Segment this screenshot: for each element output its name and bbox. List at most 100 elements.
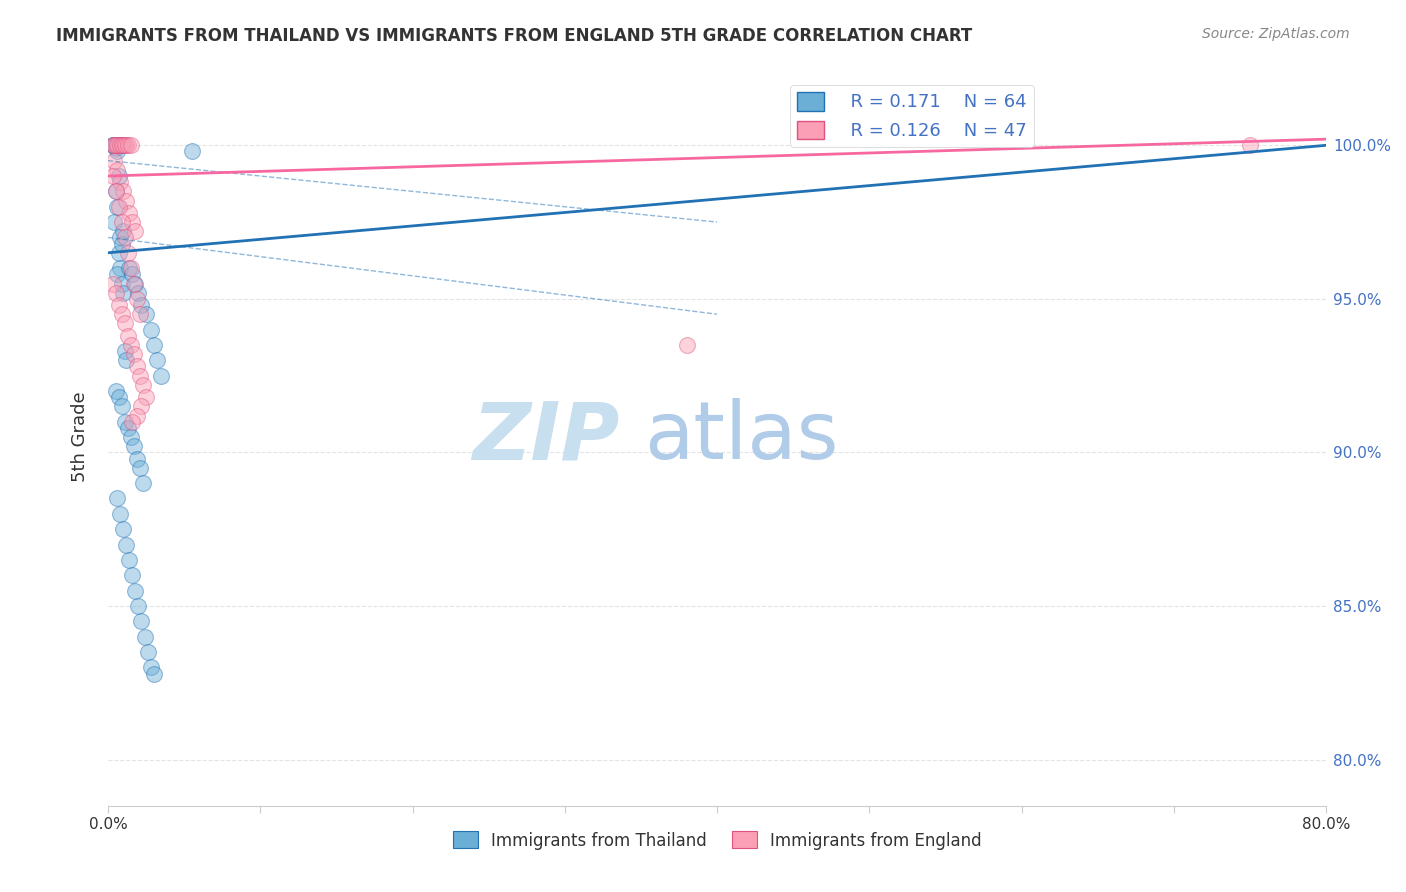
Point [105, 267, 128, 281]
Point [107, 298, 129, 312]
Point [115, 138, 138, 153]
Point [105, 138, 128, 153]
Point [108, 138, 131, 153]
Point [135, 307, 157, 321]
Point [111, 277, 134, 291]
Point [115, 353, 138, 368]
Point [101, 169, 124, 183]
Point [120, 338, 142, 352]
Point [103, 138, 125, 153]
Point [107, 169, 129, 183]
Point [108, 507, 131, 521]
Text: atlas: atlas [644, 398, 838, 476]
Point [101, 277, 124, 291]
Point [132, 377, 155, 392]
Point [107, 138, 129, 153]
Point [101, 138, 124, 153]
Point [103, 138, 125, 153]
Point [107, 138, 129, 153]
Point [117, 421, 139, 435]
Point [101, 138, 124, 153]
Point [111, 236, 134, 251]
Point [105, 200, 128, 214]
Point [124, 583, 146, 598]
Point [112, 185, 135, 199]
Point [122, 439, 145, 453]
Point [104, 138, 127, 153]
Point [125, 451, 148, 466]
Text: Source: ZipAtlas.com: Source: ZipAtlas.com [1202, 27, 1350, 41]
Text: ZIP: ZIP [472, 398, 620, 476]
Point [101, 138, 124, 153]
Point [103, 215, 125, 229]
Point [104, 185, 127, 199]
Point [134, 630, 156, 644]
Point [105, 138, 128, 153]
Point [108, 261, 131, 276]
Point [111, 138, 134, 153]
Point [105, 145, 128, 159]
Point [118, 261, 141, 276]
Point [120, 430, 142, 444]
Point [112, 285, 135, 300]
Point [103, 153, 125, 168]
Point [120, 138, 142, 153]
Point [112, 138, 135, 153]
Point [118, 206, 141, 220]
Point [117, 328, 139, 343]
Point [111, 215, 134, 229]
Point [135, 390, 157, 404]
Point [105, 491, 128, 506]
Point [145, 353, 167, 368]
Point [104, 141, 127, 155]
Point [131, 400, 153, 414]
Point [675, 338, 697, 352]
Legend:   R = 0.171    N = 64,   R = 0.126    N = 47: R = 0.171 N = 64, R = 0.126 N = 47 [790, 85, 1033, 147]
Point [104, 138, 127, 153]
Point [122, 277, 145, 291]
Point [131, 615, 153, 629]
Point [127, 285, 149, 300]
Point [107, 200, 129, 214]
Point [115, 537, 138, 551]
Point [122, 347, 145, 361]
Point [125, 359, 148, 374]
Point [114, 317, 136, 331]
Point [121, 215, 143, 229]
Point [114, 230, 136, 244]
Point [120, 261, 142, 276]
Point [125, 409, 148, 423]
Point [180, 145, 202, 159]
Point [142, 666, 165, 681]
Point [105, 138, 128, 153]
Point [103, 138, 125, 153]
Point [104, 138, 127, 153]
Point [112, 138, 135, 153]
Point [104, 384, 127, 398]
Point [111, 307, 134, 321]
Point [107, 390, 129, 404]
Point [104, 185, 127, 199]
Point [105, 162, 128, 177]
Point [129, 307, 152, 321]
Point [117, 245, 139, 260]
Point [1239, 138, 1261, 153]
Point [124, 277, 146, 291]
Point [114, 415, 136, 429]
Point [139, 322, 162, 336]
Point [129, 368, 152, 383]
Point [114, 344, 136, 359]
Point [111, 138, 134, 153]
Point [121, 568, 143, 582]
Point [114, 138, 136, 153]
Point [115, 194, 138, 208]
Point [131, 298, 153, 312]
Point [108, 230, 131, 244]
Point [136, 645, 159, 659]
Point [107, 245, 129, 260]
Point [104, 285, 127, 300]
Point [129, 460, 152, 475]
Point [125, 292, 148, 306]
Point [107, 138, 129, 153]
Point [117, 138, 139, 153]
